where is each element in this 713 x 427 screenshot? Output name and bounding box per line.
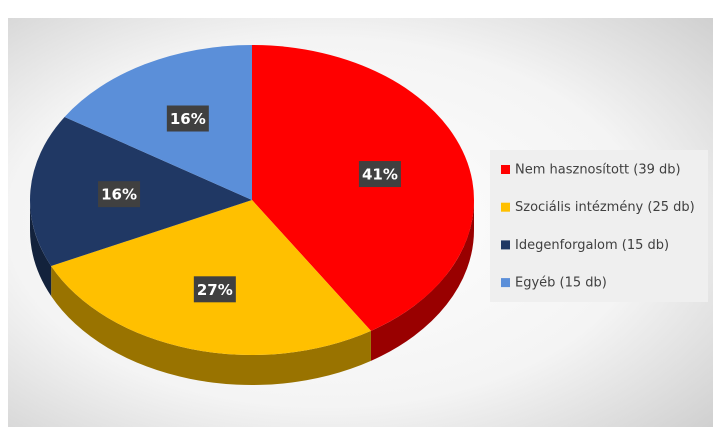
legend-label: Egyéb (15 db) — [515, 276, 607, 291]
data-label: 16% — [170, 110, 206, 128]
legend-box — [490, 150, 708, 302]
legend-swatch — [501, 202, 510, 212]
slice-side — [370, 200, 474, 361]
legend-label: Szociális intézmény (25 db) — [515, 200, 695, 215]
slice — [252, 45, 474, 331]
slice-side — [51, 265, 371, 385]
slice — [30, 116, 253, 266]
data-label: 41% — [362, 166, 398, 184]
data-label: 16% — [101, 186, 137, 204]
legend-swatch — [501, 278, 510, 288]
legend-label: Nem hasznosított (39 db) — [515, 163, 681, 178]
slice-side — [30, 200, 52, 296]
legend-label: Idegenforgalom (15 db) — [515, 238, 669, 253]
data-label: 27% — [197, 281, 233, 299]
data-label-box — [193, 276, 236, 303]
slice — [64, 45, 252, 200]
legend-swatch — [501, 240, 510, 250]
legend-swatch — [501, 165, 510, 174]
data-label-box — [358, 161, 401, 188]
data-label-box — [98, 181, 141, 208]
data-label-box — [166, 105, 209, 132]
